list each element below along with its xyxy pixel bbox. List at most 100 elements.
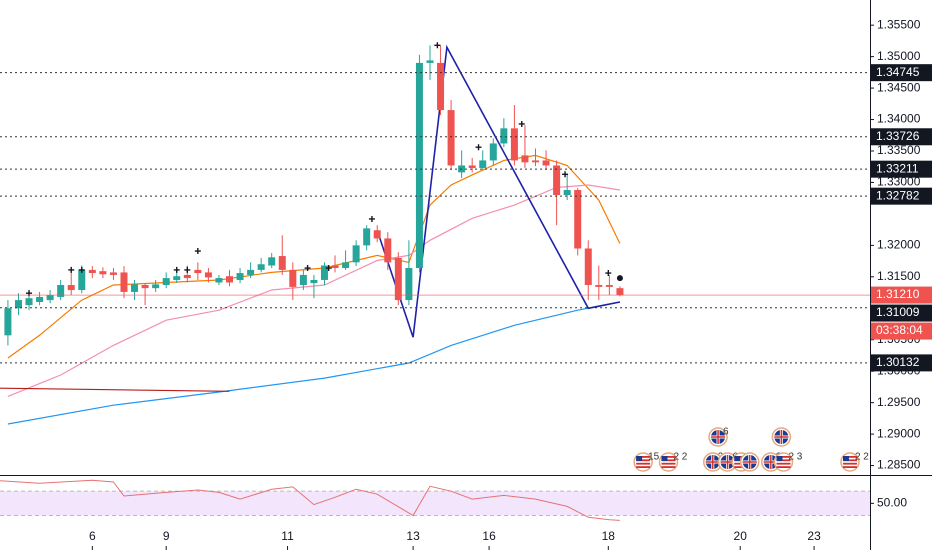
event-label: 2 2 [855, 452, 869, 463]
candle-body [331, 265, 339, 269]
candle-body [120, 272, 128, 292]
candle-body [299, 274, 307, 285]
fractal-marker [368, 215, 375, 222]
flag-stripe [734, 456, 749, 458]
plot-area [0, 42, 624, 425]
candle-body [14, 300, 22, 309]
overlay-line [0, 387, 230, 392]
x-tick-label: 20 [734, 529, 748, 543]
candle-body [468, 165, 476, 168]
flag-stripe [661, 459, 676, 462]
event-icon [739, 452, 760, 472]
flag-stripe [636, 459, 651, 462]
fractal-marker [194, 248, 201, 255]
event-label: 15 [648, 452, 660, 463]
candle-body [99, 271, 107, 275]
candle-body [489, 143, 497, 161]
flag-stripe [661, 466, 676, 468]
x-tick-label: 23 [807, 529, 821, 543]
event-icon: 2 2 [658, 452, 688, 472]
candle-body [173, 276, 181, 280]
y-tick-label: 1.34000 [877, 112, 921, 126]
flag-stripe [734, 466, 749, 468]
flag-canton [734, 456, 741, 461]
candle-body [57, 285, 65, 297]
flag-cross [774, 430, 789, 444]
candle-body [605, 285, 613, 287]
fractal-marker [78, 266, 85, 273]
x-tick-label: 18 [602, 529, 616, 543]
x-tick-label: 9 [163, 529, 170, 543]
price-box-label: 1.31210 [876, 287, 920, 301]
price-box [871, 304, 932, 322]
flag-stripe [842, 462, 857, 465]
flag-stripe [636, 462, 651, 465]
flag-cross [705, 455, 720, 469]
flag-canton [661, 456, 668, 461]
event-label: 6 [723, 427, 729, 438]
candle-body [109, 272, 117, 275]
signal-dot [616, 275, 623, 282]
flag-cross [742, 455, 757, 469]
candle-body [384, 238, 392, 263]
flag-stripe [636, 466, 651, 468]
candle-body [36, 296, 44, 302]
candle-body [194, 269, 202, 274]
candle-body [415, 62, 423, 269]
candle-body [257, 264, 265, 270]
flag-stripe [776, 456, 791, 458]
price-box-label: 1.33726 [876, 129, 920, 143]
event-icon: 15 [633, 452, 660, 472]
price-box-label: 03:38:04 [876, 323, 923, 337]
candle-body [542, 160, 550, 166]
flag-canton [776, 456, 783, 461]
price-box [871, 160, 932, 178]
candle-body [352, 245, 360, 263]
candle-body [162, 278, 170, 285]
flag-stripe [776, 462, 791, 465]
candle-body [584, 248, 592, 285]
fractal-marker [68, 266, 75, 273]
x-tick-label: 6 [89, 529, 96, 543]
candle-body [437, 62, 445, 111]
fractal-marker [434, 42, 441, 49]
candle-body [141, 285, 149, 289]
event-label: 2 2 [673, 452, 687, 463]
flag-stripe [636, 456, 651, 458]
candle-body [88, 269, 96, 274]
candle-body [46, 295, 54, 301]
y-tick-label: 1.31500 [877, 269, 921, 283]
candle-body [521, 155, 529, 163]
x-tick-label: 13 [406, 529, 420, 543]
candle-body [289, 269, 297, 287]
candle-body [363, 228, 371, 246]
price-box [871, 286, 932, 304]
candle-body [574, 190, 582, 249]
candle-body [226, 276, 234, 283]
candle-body [373, 230, 381, 239]
flag-cross [711, 430, 726, 444]
price-box-label: 1.30132 [876, 355, 920, 369]
flag-stripe [661, 456, 676, 458]
candle-body [510, 128, 518, 161]
fractal-marker [304, 265, 311, 272]
fractal-marker [475, 144, 482, 151]
candle-body [4, 308, 12, 336]
flag-canton [842, 456, 849, 461]
rsi-line [0, 479, 620, 521]
candle-body [183, 274, 191, 279]
candle-body [310, 279, 318, 284]
candle-body [479, 160, 487, 168]
price-box-label: 1.32782 [876, 188, 920, 202]
y-tick-label: 1.35500 [877, 17, 921, 31]
y-tick-label: 1.32000 [877, 238, 921, 252]
y-tick-label: 1.35000 [877, 49, 921, 63]
fractal-marker [173, 266, 180, 273]
event-icon: 2 2 [840, 452, 869, 472]
fractal-marker [518, 120, 525, 127]
event-icon [771, 427, 792, 447]
candle-body [563, 190, 571, 196]
price-box [871, 64, 932, 82]
fractal-marker [605, 270, 612, 277]
